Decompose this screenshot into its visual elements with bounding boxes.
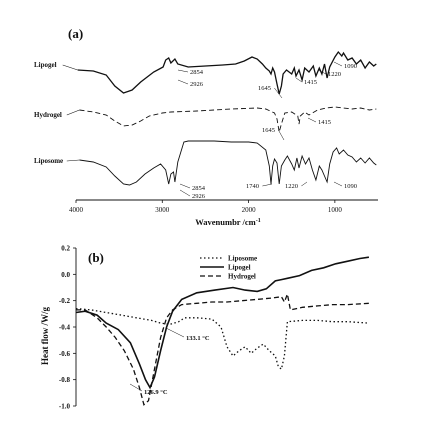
series-line-liposome (75, 307, 369, 371)
peak-label: 1415 (318, 119, 331, 126)
series-label-hydrogel: Hydrogel (34, 111, 62, 119)
peak-label: 1090 (344, 183, 357, 190)
panel-a-x-ticks: 4000 3000 2000 1000 (69, 200, 342, 214)
peak-label: 2854 (190, 69, 204, 76)
peak-label: 1740 (246, 183, 259, 190)
x-tick-label: 3000 (155, 206, 170, 214)
y-tick-label: -0.6 (59, 350, 71, 358)
series-label-leader (66, 109, 80, 116)
x-tick-label: 2000 (242, 206, 257, 214)
series-label-liposome: Liposome (34, 157, 63, 165)
series-line-hydrogel (76, 291, 369, 406)
x-tick-label: 1000 (328, 206, 343, 214)
x-tick-label: 4000 (69, 206, 84, 214)
peak-label-leader (177, 69, 189, 73)
panel-b-annotations: 133.1 °C 126.9 °C (129, 327, 210, 396)
y-tick-label: -0.2 (59, 297, 71, 305)
peak-label-leader (301, 181, 308, 187)
panel-a-label: (a) (68, 26, 83, 41)
y-tick-label: -1.0 (59, 403, 71, 411)
peak-label: 1645 (262, 127, 275, 134)
peak-temperature-leader (129, 383, 143, 392)
peak-label: 2926 (190, 81, 204, 88)
peak-label: 1220 (328, 71, 341, 78)
peak-label: 1415 (304, 79, 317, 86)
peak-label: 1090 (344, 63, 357, 70)
peak-temperature-label: 126.9 °C (144, 389, 168, 396)
peak-label: 1220 (285, 183, 298, 190)
y-tick-label: -0.8 (59, 376, 71, 384)
panel-b-series-group (75, 256, 370, 406)
series-label-lipogel: Lipogel (34, 61, 57, 69)
peak-label-leader (333, 181, 343, 187)
peak-label-leader (307, 117, 317, 123)
peak-label: 1645 (258, 85, 271, 92)
peak-label-leader (333, 61, 343, 67)
series-line-lipogel (75, 256, 370, 390)
peak-label-leader (262, 183, 273, 187)
peak-label-leader (317, 69, 327, 75)
peak-label: 2854 (192, 185, 206, 192)
peak-temperature-label: 133.1 °C (186, 335, 210, 342)
panel-b-label: (b) (88, 250, 104, 265)
panel-a-annotations: 2854292616451415122010901645141528542926… (177, 61, 357, 200)
panel-b: (b) 0.2 0.0 -0.2 -0.4 -0.6 -0.8 -1.0 Heat flow… (40, 245, 370, 411)
peak-label-leader (278, 129, 285, 141)
y-tick-label: -0.4 (59, 324, 71, 332)
peak-label-leader (177, 79, 189, 85)
legend-label-hydrogel: Hydrogel (228, 273, 256, 281)
panel-b-y-axis-label: Heat flow /W/g (40, 307, 50, 365)
panel-b-y-ticks: 0.2 0.0 -0.2 -0.4 -0.6 -0.8 -1.0 (59, 245, 76, 411)
panel-a-x-axis-label: Wavenumbr /cm-1 (195, 217, 261, 227)
panel-a-series-group: Lipogel Hydrogel Liposome (34, 50, 377, 186)
peak-label-leader (179, 183, 191, 189)
series-line-liposome (79, 140, 377, 186)
series-line-hydrogel (79, 106, 377, 133)
peak-label-leader (295, 77, 303, 83)
y-tick-label: 0.2 (61, 245, 70, 253)
series-label-leader (66, 159, 80, 162)
series-line-lipogel (77, 50, 377, 95)
y-tick-label: 0.0 (61, 271, 70, 279)
peak-label: 2926 (192, 193, 206, 200)
series-label-leader (62, 64, 78, 71)
peak-temperature-leader (165, 327, 185, 338)
legend-label-liposome: Liposome (228, 255, 257, 263)
legend-label-lipogel: Lipogel (228, 264, 251, 272)
peak-label-leader (179, 189, 191, 197)
peak-label-leader (274, 87, 283, 99)
